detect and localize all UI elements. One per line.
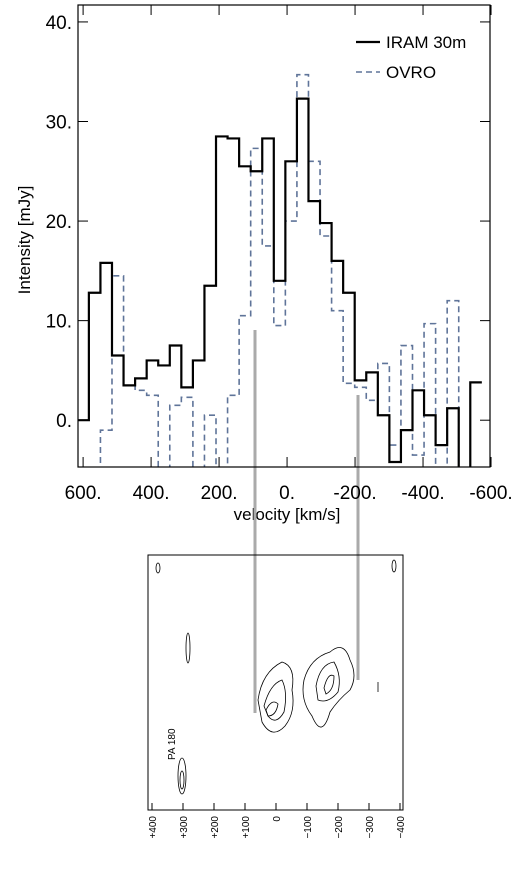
contour [263, 679, 286, 721]
series-line [78, 97, 482, 467]
x-axis-title: velocity [km/s] [234, 505, 341, 524]
x-tick-label: 0. [279, 483, 295, 504]
x-tick-label: -200. [333, 483, 376, 504]
x-tick-label: 200. [201, 483, 238, 504]
contour [302, 647, 355, 728]
contour [177, 757, 187, 795]
pv-tick-label: +200 [210, 816, 221, 839]
y-tick-label: 30. [46, 112, 72, 133]
y-tick-label: 0. [56, 411, 72, 432]
y-tick-label: 40. [46, 13, 72, 34]
y-tick-label: 10. [46, 312, 72, 333]
contour [265, 701, 279, 717]
x-tick-label: -600. [469, 483, 512, 504]
pv-tick-label: +300 [179, 816, 190, 839]
contour [391, 559, 397, 573]
pv-tick-label: −100 [303, 816, 314, 839]
contour [257, 661, 294, 733]
x-tick-label: 400. [133, 483, 170, 504]
pv-tick-label: −400 [396, 816, 407, 839]
legend-label: IRAM 30m [386, 33, 466, 52]
pv-tick-label: 0 [272, 816, 283, 822]
legend-label: OVRO [386, 63, 436, 82]
plot-frame [77, 4, 491, 468]
pv-label: PA 180 [167, 728, 178, 760]
series-line [99, 73, 460, 467]
x-tick-label: -400. [401, 483, 444, 504]
contour [323, 674, 335, 695]
contour [315, 661, 340, 702]
x-tick-label: 600. [65, 483, 102, 504]
pv-tick-label: −300 [365, 816, 376, 839]
pv-tick-label: −200 [334, 816, 345, 839]
contour [155, 562, 161, 574]
pv-tick-label: +100 [241, 816, 252, 839]
contour [179, 770, 185, 790]
y-tick-label: 20. [46, 212, 72, 233]
contour [185, 632, 191, 664]
pv-panel [147, 554, 404, 811]
y-axis-title: Intensity [mJy] [15, 186, 34, 295]
pv-tick-label: +400 [148, 816, 159, 839]
